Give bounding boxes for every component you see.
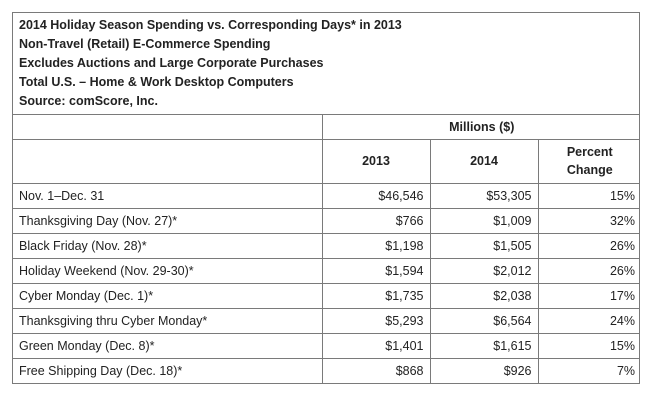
percent-change: 17% [537,282,639,309]
table-row: Cyber Monday (Dec. 1)* $1,735 $2,038 17% [13,282,639,309]
percent-change: 15% [537,182,639,209]
percent-change: 7% [537,357,639,383]
row-label: Thanksgiving thru Cyber Monday* [13,307,323,334]
value-2014: $1,615 [429,332,539,359]
table-subtitle-scope: Total U.S. – Home & Work Desktop Compute… [19,75,294,89]
column-header-empty [13,138,323,184]
column-header-row: 2013 2014 Percent Change [13,138,639,184]
table-source: Source: comScore, Inc. [19,94,158,108]
value-2013: $868 [321,357,431,383]
table-row: Black Friday (Nov. 28)* $1,198 $1,505 26% [13,232,639,259]
table-row: Green Monday (Dec. 8)* $1,401 $1,615 15% [13,332,639,359]
column-header-change: Change [566,163,613,177]
value-2014: $53,305 [429,182,539,209]
table-row: Holiday Weekend (Nov. 29-30)* $1,594 $2,01… [13,257,639,284]
table-row: Nov. 1–Dec. 31 $46,546 $53,305 15% [13,182,639,209]
row-label: Nov. 1–Dec. 31 [13,182,323,209]
table-title: 2014 Holiday Season Spending vs. Corresp… [19,18,402,32]
percent-change: 26% [537,257,639,284]
percent-change: 26% [537,232,639,259]
value-2013: $766 [321,207,431,234]
spending-table: Millions ($) 2013 2014 Percent Change No… [13,115,639,383]
value-2014: $1,505 [429,232,539,259]
value-2013: $1,735 [321,282,431,309]
value-2014: $2,038 [429,282,539,309]
value-2014: $6,564 [429,307,539,334]
row-label: Black Friday (Nov. 28)* [13,232,323,259]
table-header-block: 2014 Holiday Season Spending vs. Corresp… [13,13,639,115]
value-2014: $926 [429,357,539,383]
value-2013: $1,198 [321,232,431,259]
percent-change: 24% [537,307,639,334]
table-subtitle-exclusions: Excludes Auctions and Large Corporate Pu… [19,56,324,70]
table-subtitle-retail: Non-Travel (Retail) E-Commerce Spending [19,37,271,51]
row-label: Holiday Weekend (Nov. 29-30)* [13,257,323,284]
value-2013: $1,594 [321,257,431,284]
units-header-empty [13,115,323,140]
row-label: Green Monday (Dec. 8)* [13,332,323,359]
table-row: Free Shipping Day (Dec. 18)* $868 $926 7% [13,357,639,383]
column-header-percent-change: Percent Change [537,138,639,184]
row-label: Cyber Monday (Dec. 1)* [13,282,323,309]
spending-table-frame: 2014 Holiday Season Spending vs. Corresp… [12,12,640,384]
value-2014: $1,009 [429,207,539,234]
percent-change: 15% [537,332,639,359]
column-header-percent: Percent [566,145,613,159]
value-2013: $5,293 [321,307,431,334]
column-header-2013: 2013 [321,138,431,184]
table-row: Thanksgiving Day (Nov. 27)* $766 $1,009 32% [13,207,639,234]
column-header-2014: 2014 [429,138,539,184]
row-label: Free Shipping Day (Dec. 18)* [13,357,323,383]
row-label: Thanksgiving Day (Nov. 27)* [13,207,323,234]
value-2013: $1,401 [321,332,431,359]
value-2013: $46,546 [321,182,431,209]
percent-change: 32% [537,207,639,234]
value-2014: $2,012 [429,257,539,284]
table-row: Thanksgiving thru Cyber Monday* $5,293 $6,… [13,307,639,334]
units-header: Millions ($) [321,115,639,140]
units-header-row: Millions ($) [13,115,639,140]
